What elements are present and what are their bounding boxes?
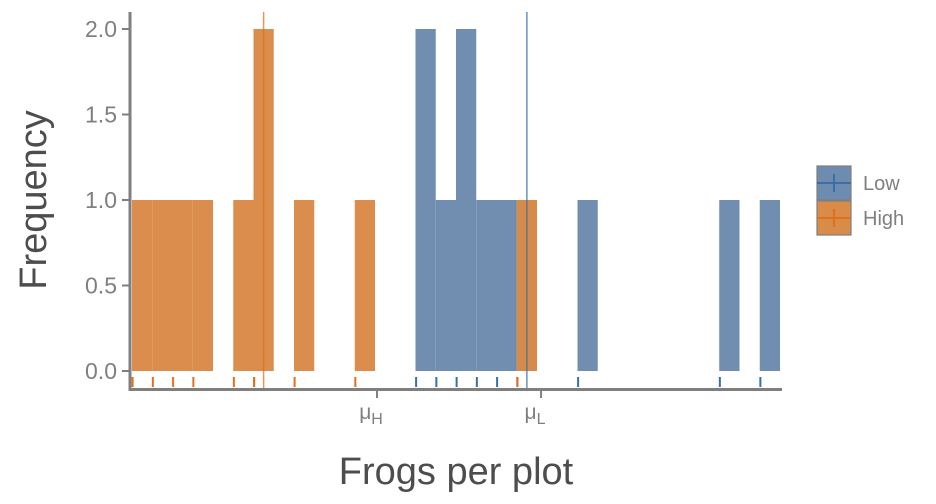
y-axis-title: Frequency bbox=[13, 110, 55, 290]
bar-high-1 bbox=[152, 200, 173, 371]
y-tick-label-4: 2.0 bbox=[85, 16, 117, 42]
y-tick-label-2: 1.0 bbox=[85, 187, 117, 213]
bar-low-1 bbox=[435, 200, 456, 371]
legend: Low High bbox=[816, 165, 904, 236]
bar-low-3 bbox=[476, 200, 497, 371]
bar-low-7 bbox=[719, 200, 740, 371]
bar-low-0 bbox=[415, 29, 436, 371]
y-tick-label-1: 0.5 bbox=[85, 273, 117, 299]
bar-high-2 bbox=[172, 200, 193, 371]
bar-high-3 bbox=[192, 200, 213, 371]
legend-label-low: Low bbox=[863, 173, 900, 195]
bar-low-6 bbox=[577, 200, 598, 371]
mean-lines-layer bbox=[262, 12, 528, 388]
mu-label-h: μH bbox=[359, 401, 383, 428]
bar-high-0 bbox=[132, 200, 153, 371]
legend-label-high: High bbox=[863, 208, 904, 230]
bars-layer bbox=[132, 29, 780, 371]
y-ticks-layer: 0.0 0.5 1.0 1.5 2.0 bbox=[85, 16, 130, 384]
legend-item-high: High bbox=[816, 200, 904, 236]
y-tick-label-3: 1.5 bbox=[85, 102, 117, 128]
axes-layer bbox=[128, 12, 782, 391]
bar-low-8 bbox=[759, 200, 780, 371]
y-tick-label-0: 0.0 bbox=[85, 358, 117, 384]
bar-low-2 bbox=[456, 29, 477, 371]
bar-low-4 bbox=[496, 200, 517, 371]
bar-high-4 bbox=[233, 200, 254, 371]
rug-layer bbox=[131, 377, 762, 387]
mu-label-l: μL bbox=[525, 401, 546, 428]
x-axis-title: Frogs per plot bbox=[339, 451, 574, 493]
bar-high-7 bbox=[354, 200, 375, 371]
bar-high-6 bbox=[294, 200, 315, 371]
legend-item-low: Low bbox=[816, 165, 900, 201]
mean-annotations-layer: μH μL bbox=[359, 391, 546, 428]
